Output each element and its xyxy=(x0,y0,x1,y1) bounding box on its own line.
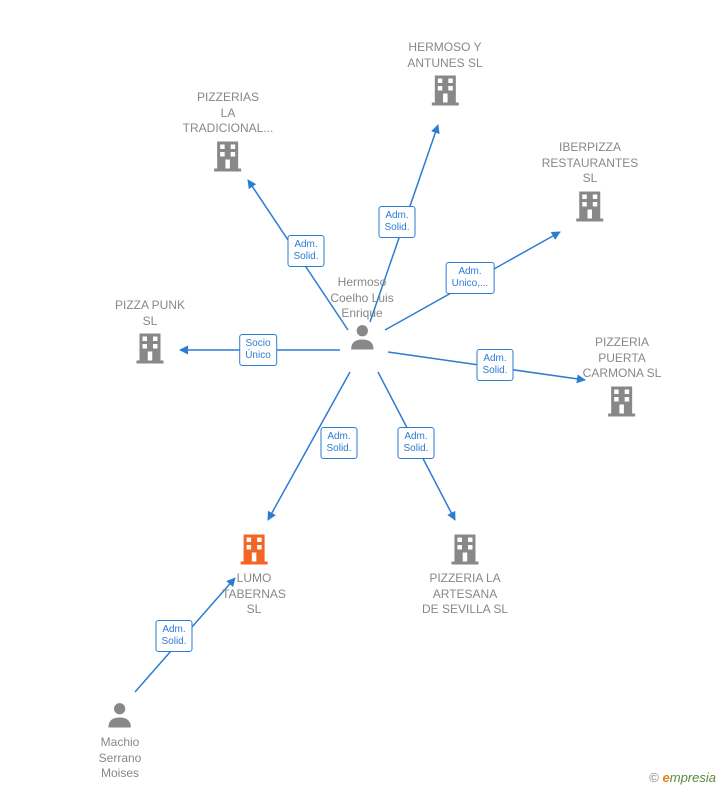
building-icon xyxy=(572,187,608,223)
building-icon xyxy=(236,530,272,566)
copyright-symbol: © xyxy=(649,770,659,785)
person-icon xyxy=(105,700,135,730)
person-icon xyxy=(347,322,377,352)
building-icon xyxy=(604,382,640,418)
edge-label: Adm.Solid. xyxy=(476,349,513,381)
brand-rest: mpresia xyxy=(670,770,716,785)
edge-label: Adm.Solid. xyxy=(397,427,434,459)
brand-e: e xyxy=(663,770,670,785)
company-node-hermoso_antunes[interactable]: HERMOSO Y ANTUNES SL xyxy=(407,40,482,112)
company-label: PIZZA PUNK SL xyxy=(115,298,185,329)
edge-label: Adm.Unico,... xyxy=(446,262,495,294)
company-node-artesana[interactable]: PIZZERIA LA ARTESANA DE SEVILLA SL xyxy=(422,530,508,618)
company-label: PIZZERIA PUERTA CARMONA SL xyxy=(583,335,662,382)
company-node-pizzerias_trad[interactable]: PIZZERIAS LA TRADICIONAL... xyxy=(183,90,274,178)
building-icon xyxy=(210,137,246,173)
company-label: LUMO TABERNAS SL xyxy=(222,571,286,618)
building-icon xyxy=(132,329,168,365)
edge-label: Adm.Solid. xyxy=(378,206,415,238)
person-label: Machio Serrano Moises xyxy=(99,735,142,782)
edge-label: Adm.Solid. xyxy=(320,427,357,459)
company-label: PIZZERIA LA ARTESANA DE SEVILLA SL xyxy=(422,571,508,618)
edge-label: Adm.Solid. xyxy=(155,620,192,652)
company-label: IBERPIZZA RESTAURANTES SL xyxy=(542,140,638,187)
company-node-lumo[interactable]: LUMO TABERNAS SL xyxy=(222,530,286,618)
person-node-hermoso[interactable]: Hermoso Coelho Luis Enrique xyxy=(330,275,393,357)
person-node-machio[interactable]: Machio Serrano Moises xyxy=(99,700,142,782)
company-label: PIZZERIAS LA TRADICIONAL... xyxy=(183,90,274,137)
company-node-iberpizza[interactable]: IBERPIZZA RESTAURANTES SL xyxy=(542,140,638,228)
edge-label: Adm.Solid. xyxy=(287,235,324,267)
building-icon xyxy=(447,530,483,566)
company-node-pizza_punk[interactable]: PIZZA PUNK SL xyxy=(115,298,185,370)
edge-label: SocioÚnico xyxy=(239,334,277,366)
person-label: Hermoso Coelho Luis Enrique xyxy=(330,275,393,322)
building-icon xyxy=(427,71,463,107)
company-node-puerta_carmona[interactable]: PIZZERIA PUERTA CARMONA SL xyxy=(583,335,662,423)
company-label: HERMOSO Y ANTUNES SL xyxy=(407,40,482,71)
footer-credit: © empresia xyxy=(649,770,716,785)
